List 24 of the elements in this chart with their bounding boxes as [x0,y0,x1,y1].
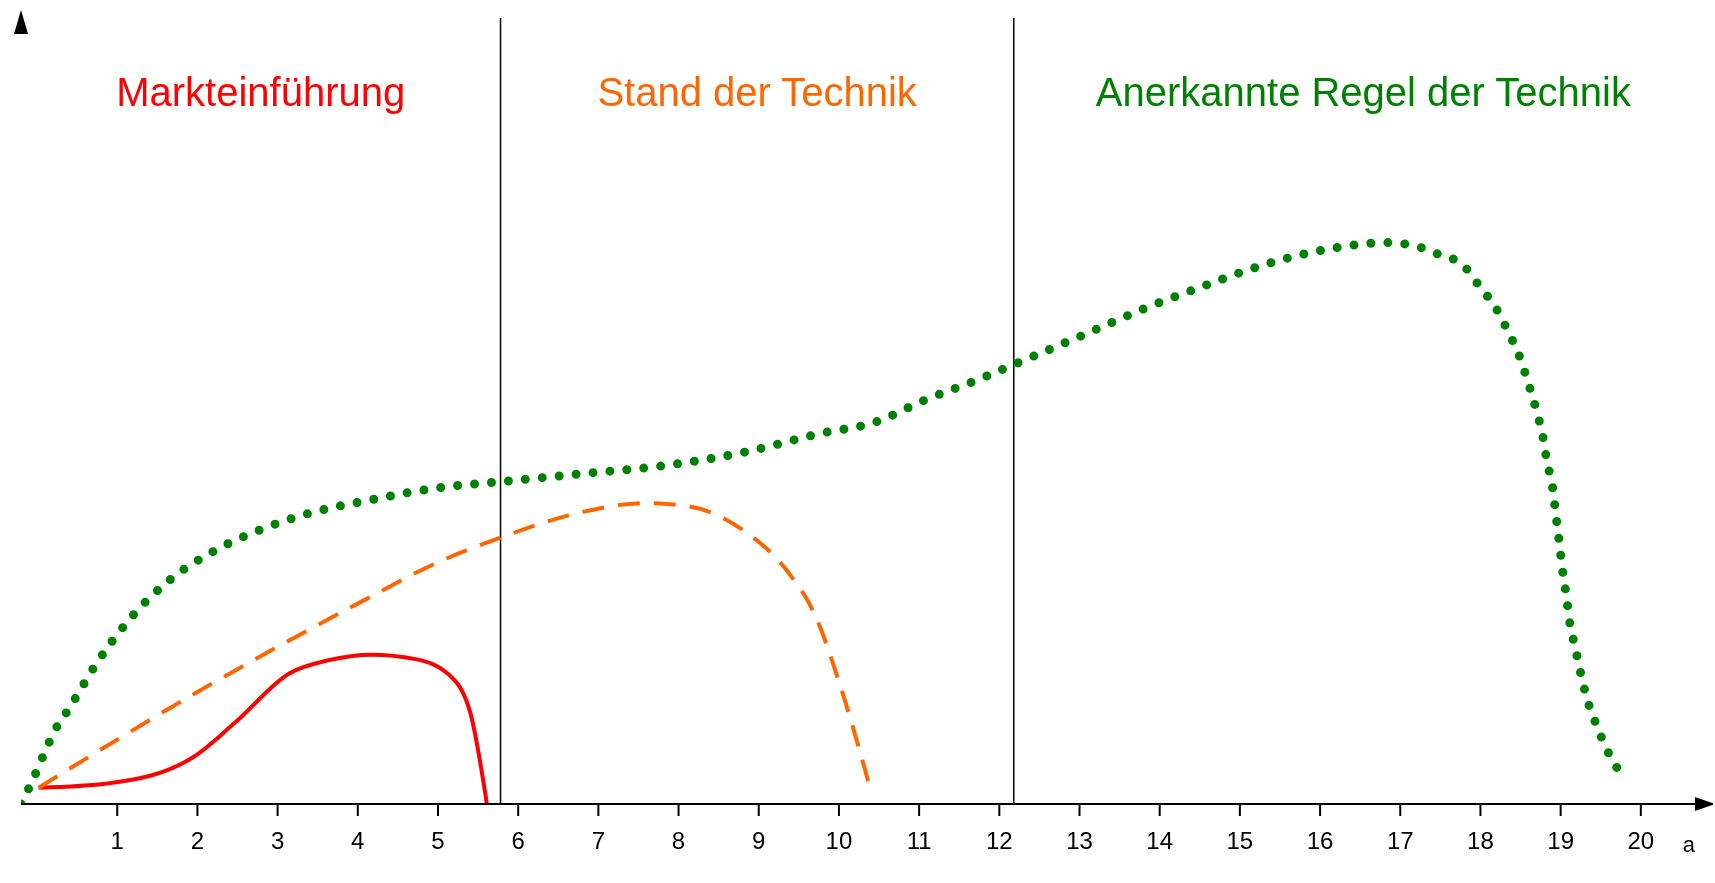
x-tick-label: 20 [1627,827,1655,855]
x-tick-label: 2 [190,827,205,855]
x-tick-label: 3 [270,827,285,855]
text: Stand der Technik [596,70,918,115]
x-tick-label: 17 [1386,827,1414,855]
x-tick-label: 18 [1467,827,1494,855]
text: Anerkannte Regel der Technik [1094,70,1632,115]
x-axis-title: a [1682,832,1696,858]
x-tick-label: 19 [1547,827,1574,855]
x-tick-label: 15 [1226,827,1254,855]
x-tick-label: 4 [351,827,365,855]
x-tick-label: 8 [671,827,686,855]
x-tick-label: 10 [825,827,853,855]
x-tick-label: 16 [1306,827,1334,855]
x-tick-label: 12 [985,827,1013,855]
x-tick-label: 14 [1146,827,1174,855]
x-tick-label: 5 [431,827,445,855]
text: Markteinführung [115,70,407,115]
x-tick-label: 1 [110,827,124,855]
x-tick-label: 11 [906,827,932,855]
x-tick-label: 6 [511,827,525,855]
x-tick-label: 9 [752,827,766,855]
x-tick-label: 13 [1066,827,1093,855]
x-tick-label: 7 [591,827,606,855]
